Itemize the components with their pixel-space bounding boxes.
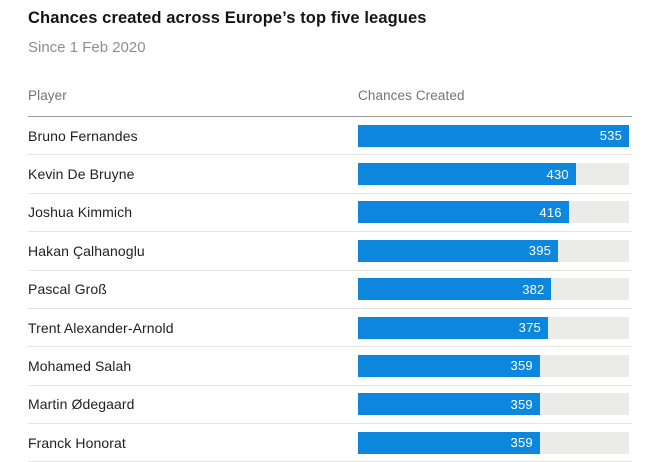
chances-value: 395 [528, 243, 552, 259]
table-row: Pascal Groß 382 [28, 271, 632, 309]
column-header-chances: Chances Created [358, 87, 465, 103]
table-row: Trent Alexander-Arnold 375 [28, 309, 632, 348]
chances-value: 535 [599, 128, 622, 144]
chances-value: 359 [510, 435, 533, 451]
column-header-player: Player [28, 87, 67, 103]
chances-bar: 359 [358, 393, 540, 416]
chances-value: 430 [546, 166, 569, 182]
chances-bar: 430 [358, 163, 576, 186]
player-name: Trent Alexander-Arnold [28, 319, 174, 336]
chances-bar-track: 535 [358, 124, 629, 147]
player-name: Franck Honorat [28, 434, 126, 451]
table-row: Hakan Çalhanoglu 395 [28, 232, 632, 271]
chances-value: 416 [539, 204, 562, 220]
chances-bar-track: 395 [358, 239, 629, 262]
column-header-row: Player Chances Created [28, 88, 632, 117]
chances-bar: 395 [358, 239, 559, 262]
table-row: Bruno Fernandes 535 [28, 117, 632, 156]
table-row: Joshua Kimmich 416 [28, 194, 632, 233]
chances-bar: 375 [358, 316, 548, 339]
chances-bar-track: 375 [358, 316, 629, 339]
chances-bar-track: 359 [358, 354, 629, 377]
chances-value: 359 [510, 358, 533, 374]
player-name: Hakan Çalhanoglu [28, 242, 145, 259]
chances-bar: 359 [358, 354, 540, 377]
chances-bar-track: 382 [358, 278, 629, 301]
chances-bar-track: 416 [358, 201, 629, 224]
player-name: Pascal Groß [28, 281, 107, 298]
chart-subtitle: Since 1 Feb 2020 [28, 39, 146, 57]
chances-bar-track: 430 [358, 163, 629, 186]
table-row: Martin Ødegaard 359 [28, 386, 632, 425]
rows: Bruno Fernandes 535 Kevin De Bruyne 430 … [28, 117, 632, 462]
chances-bar: 359 [358, 431, 540, 454]
player-name: Bruno Fernandes [28, 127, 138, 144]
chances-value: 375 [518, 320, 541, 336]
chances-value: 382 [522, 281, 545, 297]
table-row: Mohamed Salah 359 [28, 347, 632, 386]
chances-bar: 535 [358, 124, 629, 147]
player-name: Kevin De Bruyne [28, 166, 135, 183]
chances-value: 359 [510, 396, 533, 412]
player-name: Mohamed Salah [28, 357, 132, 374]
player-name: Martin Ødegaard [28, 396, 135, 413]
table-row: Kevin De Bruyne 430 [28, 155, 632, 194]
chances-bar-track: 359 [358, 393, 629, 416]
chances-table: Player Chances Created Bruno Fernandes 5… [28, 88, 632, 462]
player-name: Joshua Kimmich [28, 204, 133, 221]
chances-bar: 382 [358, 278, 552, 301]
table-row: Franck Honorat 359 [28, 424, 632, 462]
chart-title: Chances created across Europe’s top five… [28, 9, 427, 27]
chances-bar-track: 359 [358, 431, 629, 454]
chances-bar: 416 [358, 201, 569, 224]
